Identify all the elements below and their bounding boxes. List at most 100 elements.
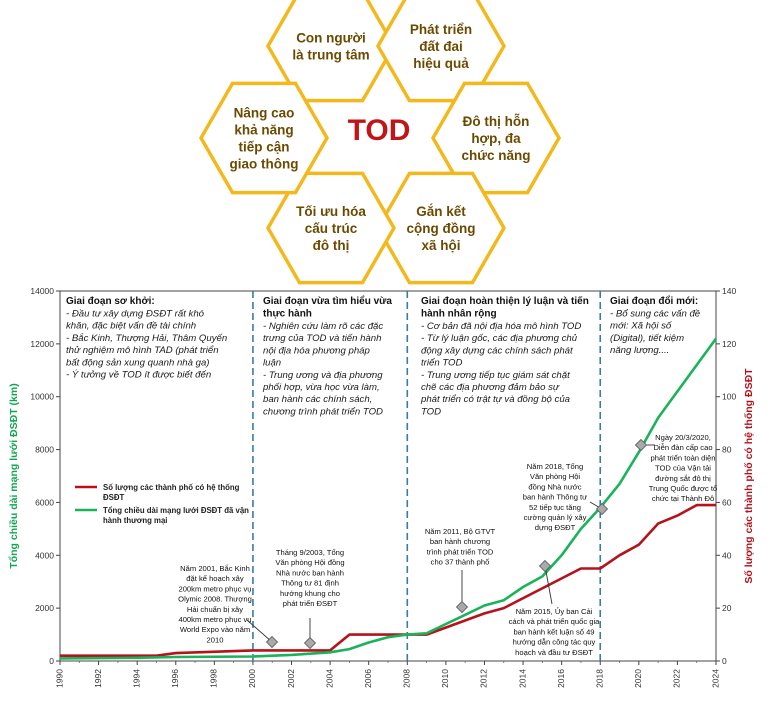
- event-marker: [303, 636, 317, 650]
- hexagon-label-line: khả năng: [234, 123, 293, 138]
- annotation-text: cách và phát triển quốc gia: [509, 617, 601, 626]
- annotation-text: Hải chuẩn bị xây: [187, 605, 243, 614]
- phase-item: nội địa hóa phương pháp: [263, 345, 371, 356]
- annotation-text: chức tại Thành Đô: [652, 494, 714, 503]
- hexagon-label-line: Đô thị hỗn: [463, 114, 530, 129]
- y-left-tick-label: 12000: [30, 339, 54, 349]
- phase-item: - Đầu tư xây dựng ĐSĐT rất khó: [66, 309, 205, 320]
- phase-item: - Trung ương tiếp tục giám sát chặt: [421, 370, 570, 381]
- annotation-text: TOD của Vận tải: [655, 464, 711, 473]
- phase-item: (Digital), tiết kiệm: [610, 333, 684, 344]
- y-right-tick-label: 140: [722, 286, 736, 296]
- x-tick-label: 1998: [209, 669, 219, 688]
- phase-item: luận: [263, 358, 281, 369]
- annotation-text: cường quản lý xây: [524, 513, 587, 522]
- x-tick-label: 2002: [286, 669, 296, 688]
- phase-1-text: Giai đoạn sơ khởi: - Đầu tư xây dựng ĐSĐT…: [66, 296, 227, 381]
- hexagon-label-line: đất đai: [419, 39, 463, 54]
- annotation-text: Diễn đàn cấp cao: [653, 443, 712, 452]
- phase-item: phát triển có trật tự và đồng bộ của: [420, 394, 570, 405]
- annotation-text: Tháng 9/2003, Tổng: [276, 548, 344, 557]
- y-right-tick-label: 60: [722, 497, 732, 507]
- annotation-arrow: [246, 619, 273, 643]
- annotation-text: Năm 2015, Ủy ban Cải: [516, 607, 593, 616]
- x-tick-label: 2006: [363, 669, 373, 688]
- x-tick-label: 2018: [594, 669, 604, 688]
- phase-item: - Nghiên cứu làm rõ các đặc: [263, 321, 383, 332]
- hexagon-shape: [430, 81, 562, 195]
- x-tick-label: 2010: [440, 669, 450, 688]
- phase-item: - Bổ sung các vấn đề: [610, 309, 700, 320]
- phase-item: trưng của TOD và tiến hành: [263, 333, 381, 344]
- hexagon-1: Con người là trung tâm: [265, 0, 397, 103]
- phase-item: chương trình phát triển TOD: [263, 406, 383, 417]
- x-tick-label: 2016: [556, 669, 566, 688]
- hexagon-label-line: xã hội: [421, 238, 460, 253]
- city-count-line: [60, 503, 716, 658]
- annotation-text: cho 37 thành phố: [431, 558, 490, 567]
- y-right-tick-label: 0: [722, 656, 727, 666]
- phase-title: Giai đoạn hoàn thiện lý luận và tiến: [421, 295, 589, 307]
- annotation-text: đường sắt đô thị: [655, 474, 711, 483]
- x-tick-label: 1990: [54, 669, 64, 688]
- hexagon-shape: [265, 171, 397, 285]
- x-tick-label: 2024: [710, 669, 720, 688]
- annotation-text: hướng dẫn công tác quy: [513, 638, 596, 647]
- annotation-text: phát triển ĐSĐT: [283, 599, 338, 608]
- y-left-tick-label: 0: [49, 656, 54, 666]
- x-tick-label: 1994: [131, 669, 141, 688]
- event-marker: [595, 502, 609, 516]
- x-tick-label: 2020: [633, 669, 643, 688]
- hexagon-label-line: Gắn kết: [416, 204, 466, 219]
- y-right-tick-label: 100: [722, 392, 736, 402]
- event-marker: [265, 635, 279, 649]
- y-left-tick-label: 14000: [30, 286, 54, 296]
- hexagon-label-line: Nâng cao: [234, 106, 295, 121]
- x-tick-label: 2008: [402, 669, 412, 688]
- tod-hexagon-diagram: Con người là trung tâm Phát triển đất đai hi…: [198, 0, 562, 285]
- y-right-axis-label: Số lượng các thành phố có hệ thống ĐSĐT: [743, 368, 755, 584]
- hexagon-label-line: giao thông: [230, 157, 299, 172]
- phase-title: Giai đoạn sơ khởi:: [66, 296, 155, 307]
- phase-item: thử nghiệm mô hình TAD (phát triển: [66, 345, 219, 356]
- legend-label: Tổng chiều dài mạng lưới ĐSĐT đã vận: [103, 506, 249, 515]
- annotation-text: đặt kế hoạch xây: [186, 574, 244, 583]
- annotation-text: dựng ĐSĐT: [535, 523, 576, 532]
- annotation-text: Văn phòng Hội đồng: [275, 558, 344, 567]
- y-left-tick-label: 2000: [35, 603, 54, 613]
- event-marker: [455, 600, 469, 614]
- y-right-tick-label: 20: [722, 603, 732, 613]
- phase-item: - Trung ương và địa phương: [263, 370, 383, 381]
- y-left-tick-label: 6000: [35, 497, 54, 507]
- annotation-text: 200km metro phục vụ: [178, 584, 251, 593]
- x-tick-label: 2014: [517, 669, 527, 688]
- hexagon-label-line: Tối ưu hóa: [296, 204, 366, 219]
- hexagon-label-line: là trung tâm: [292, 48, 369, 63]
- y-left-axis-label: Tổng chiều dài mạng lưới ĐSĐT (km): [8, 383, 20, 568]
- y-left-tick-label: 10000: [30, 392, 54, 402]
- x-tick-label: 2022: [672, 669, 682, 688]
- phase-item: triển TOD: [421, 358, 462, 369]
- phase-title: Giai đoạn vừa tìm hiểu vừa: [263, 295, 392, 307]
- hexagon-5: Tối ưu hóa cấu trúc đô thị: [265, 171, 397, 285]
- event-marker: [634, 438, 648, 452]
- phase-item: năng lượng....: [610, 345, 669, 356]
- phase-item: - Ý tưởng về TOD ít được biết đến: [66, 370, 211, 381]
- annotation-text: đồng Nhà nước: [528, 482, 581, 491]
- annotation-text: Năm 2011, Bộ GTVT: [425, 527, 496, 536]
- legend-label: Số lượng các thành phố có hệ thống: [103, 483, 240, 492]
- phase-3-text: Giai đoạn hoàn thiện lý luận và tiến hành…: [420, 295, 589, 417]
- annotation-text: Nhà nước ban hành: [276, 568, 344, 577]
- hexagon-shape: [198, 81, 330, 195]
- x-tick-label: 2012: [479, 669, 489, 688]
- phase-item: động xây dựng các chính sách phát: [421, 345, 573, 356]
- hexagon-6: Nâng cao khả năng tiếp cận giao thông: [198, 81, 330, 195]
- annotation-text: ban hành kết luận số 49: [513, 627, 594, 636]
- annotation-arrow: [544, 565, 553, 605]
- annotation-text: 400km metro phục vụ: [178, 615, 251, 624]
